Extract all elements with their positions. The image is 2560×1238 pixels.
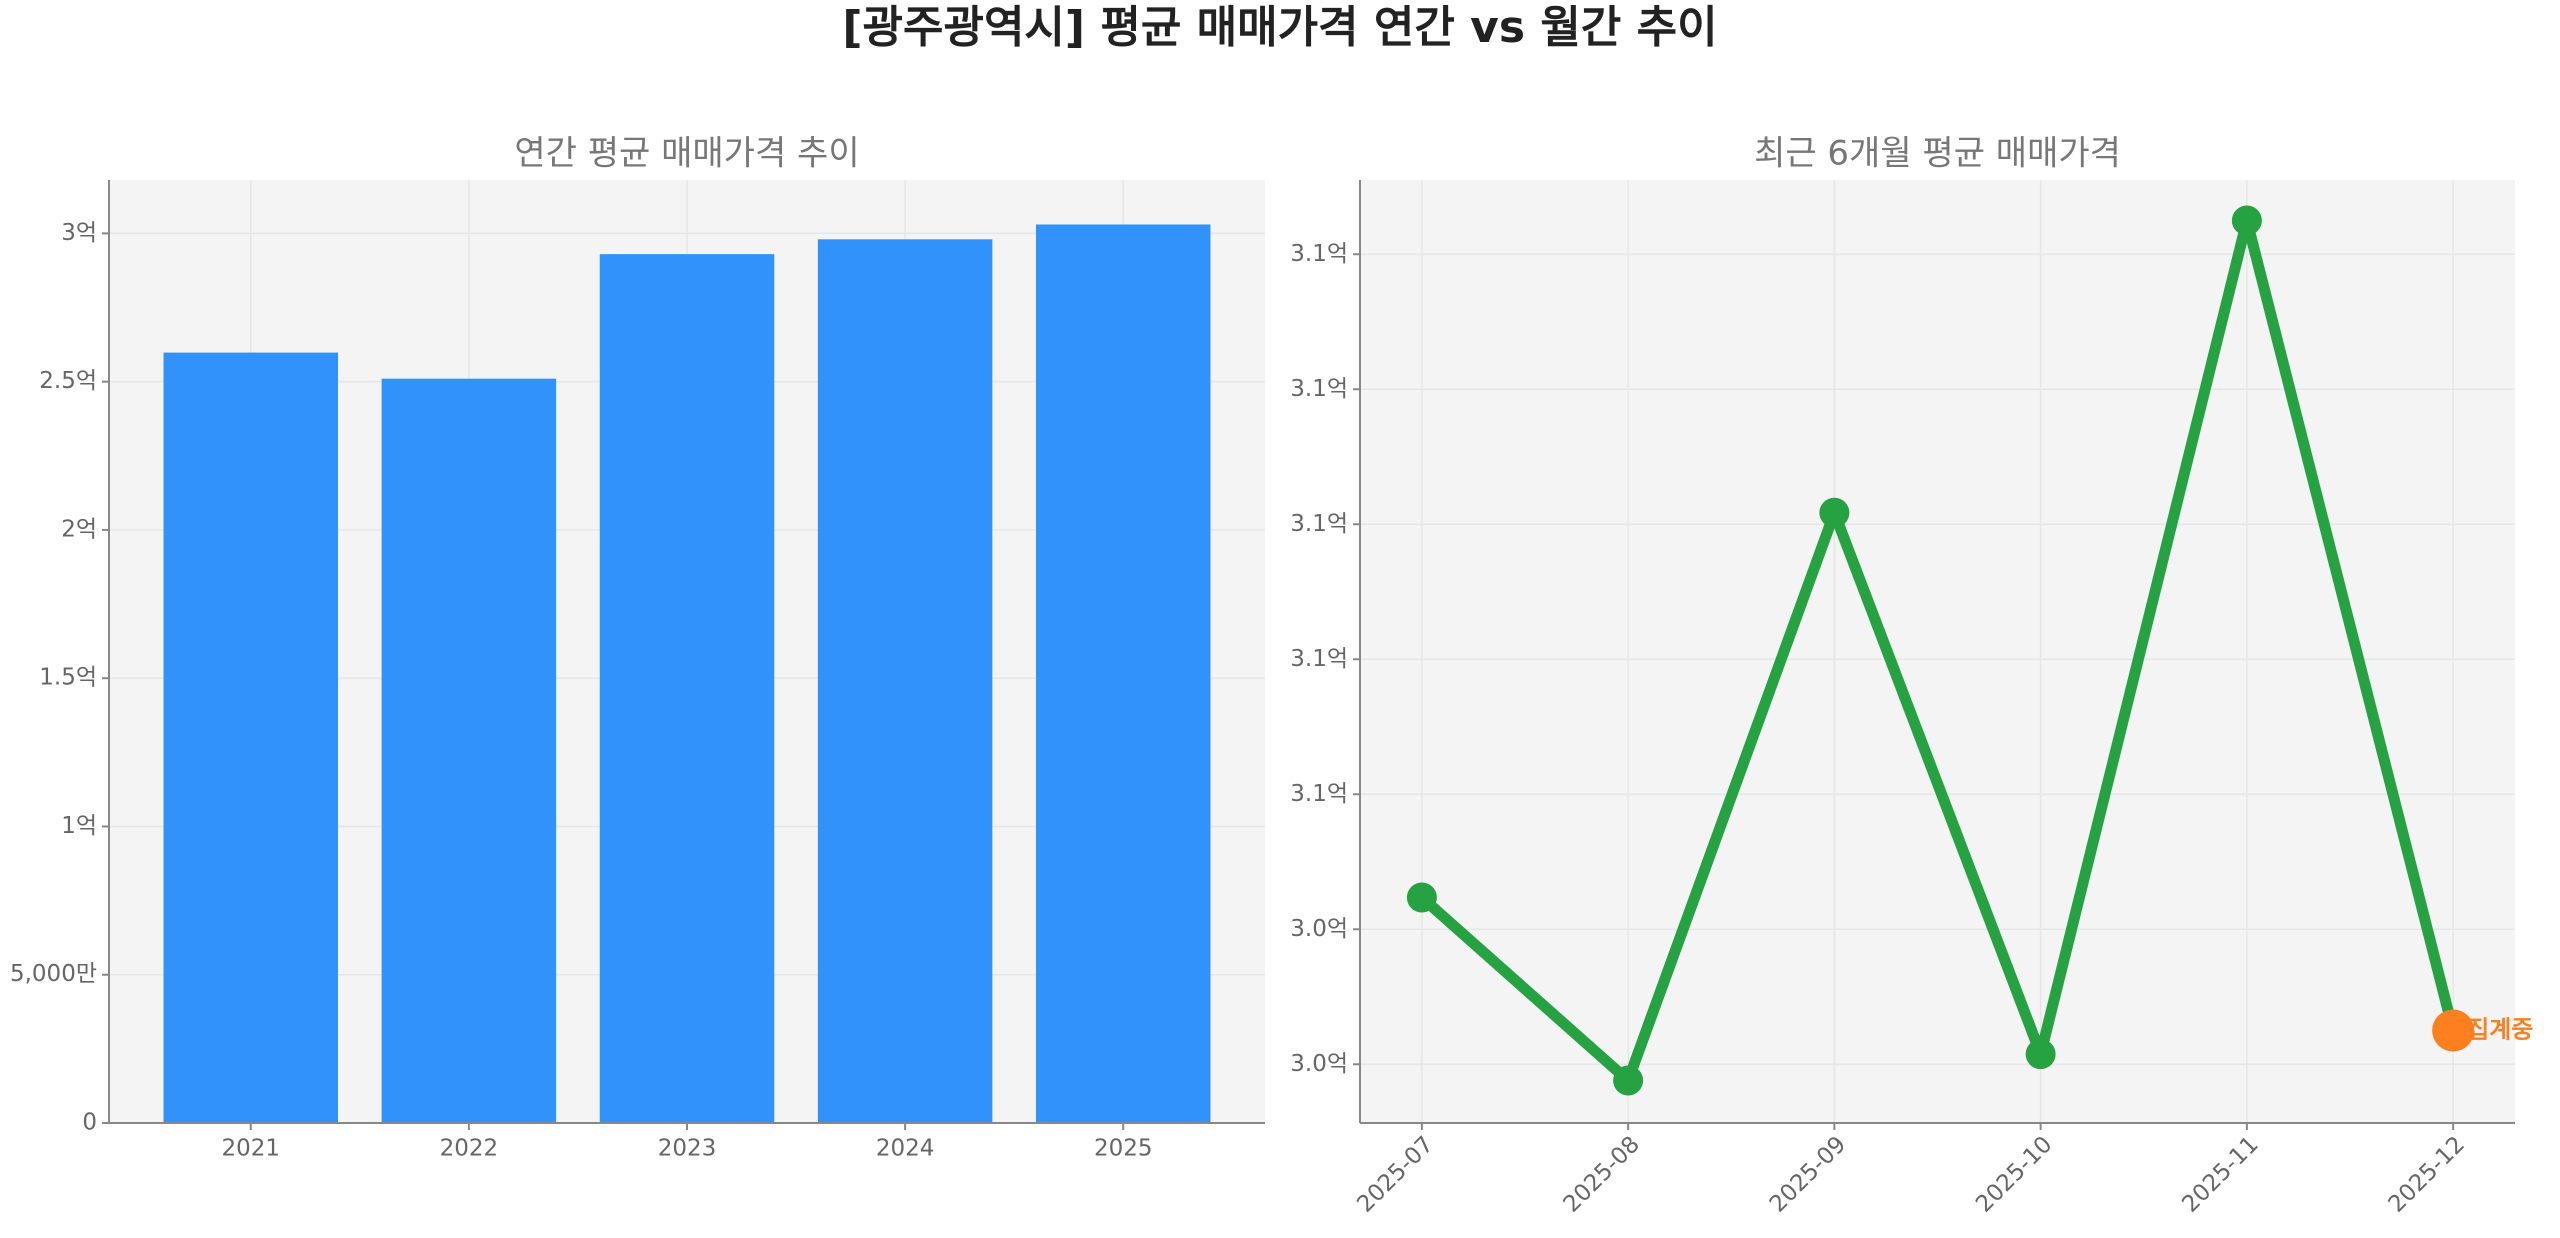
x-tick-label: 2025-09 [1765, 1131, 1851, 1217]
y-tick-label: 3.0억 [1290, 1051, 1348, 1077]
y-tick-label: 3.1억 [1290, 781, 1348, 807]
x-tick-label: 2022 [440, 1136, 499, 1162]
y-tick-label: 3.1억 [1290, 376, 1348, 402]
point [1819, 497, 1850, 528]
bar [1035, 224, 1211, 1123]
y-tick-label: 2억 [61, 516, 97, 542]
bar [163, 352, 339, 1123]
chart-title: 최근 6개월 평균 매매가격 [1754, 134, 2121, 174]
x-tick-label: 2025-11 [2177, 1131, 2263, 1217]
figure-title: [광주광역시] 평균 매매가격 연간 vs 월간 추이 [842, 2, 1717, 53]
x-tick-label: 2025-08 [1559, 1131, 1645, 1217]
y-tick-label: 0 [82, 1110, 97, 1136]
point [2025, 1039, 2056, 1070]
y-tick-label: 3.0억 [1290, 916, 1348, 942]
highlight-point [2432, 1009, 2475, 1052]
bar [599, 254, 775, 1123]
x-tick-label: 2025-07 [1352, 1131, 1438, 1217]
y-tick-label: 3.1억 [1290, 511, 1348, 537]
bar [817, 239, 993, 1124]
x-tick-label: 2021 [222, 1136, 281, 1162]
plot-background [1360, 180, 2515, 1123]
x-tick-label: 2023 [658, 1136, 717, 1162]
y-tick-label: 3억 [61, 220, 97, 246]
line [1418, 215, 2459, 1086]
y-tick-label: 3.1억 [1290, 646, 1348, 672]
chart-title: 연간 평균 매매가격 추이 [514, 134, 859, 174]
y-tick-label: 3.1억 [1290, 241, 1348, 267]
point [1613, 1065, 1644, 1096]
x-tick-label: 2024 [876, 1136, 935, 1162]
bar [381, 378, 557, 1124]
x-tick-label: 2025-10 [1971, 1131, 2057, 1217]
y-tick-label: 2.5억 [39, 368, 97, 394]
y-tick-label: 5,000만 [10, 961, 97, 987]
y-tick-label: 1.5억 [39, 665, 97, 691]
point [1406, 882, 1437, 913]
x-tick-label: 2025 [1094, 1136, 1153, 1162]
point [2231, 205, 2262, 236]
x-tick-label: 2025-12 [2384, 1131, 2470, 1217]
y-tick-label: 1억 [61, 813, 97, 839]
annotation: 집계중 [2467, 1016, 2533, 1044]
